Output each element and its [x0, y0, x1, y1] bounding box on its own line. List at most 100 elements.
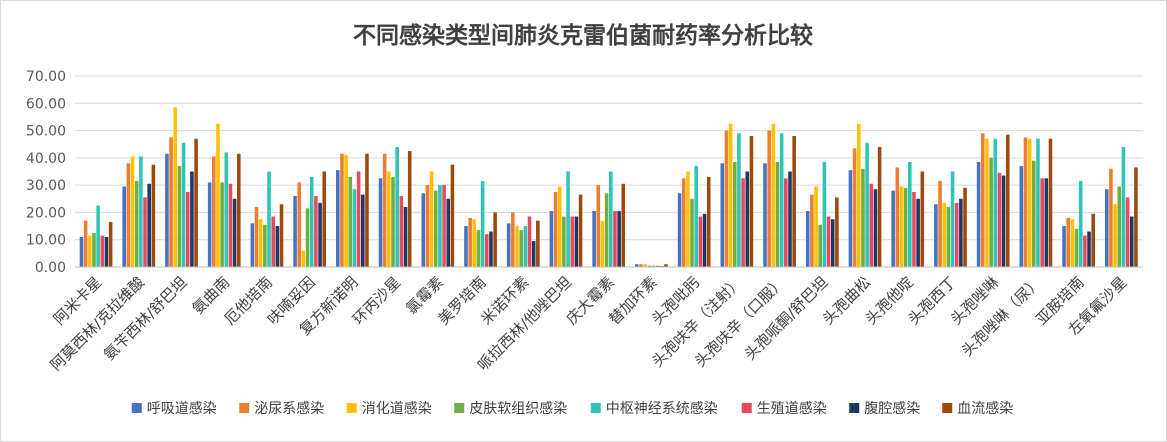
bar	[293, 196, 297, 267]
bar	[946, 206, 951, 267]
bar	[267, 171, 271, 267]
bar	[314, 196, 318, 267]
bar	[749, 136, 754, 267]
bar	[643, 264, 647, 267]
bar	[865, 142, 869, 267]
bar	[407, 151, 412, 267]
bar	[130, 156, 135, 267]
bar	[775, 161, 780, 267]
bar	[88, 235, 92, 267]
bar	[553, 191, 558, 267]
bar	[621, 183, 626, 267]
bar	[549, 211, 554, 267]
bar	[1023, 137, 1028, 267]
bar	[728, 123, 733, 267]
bar	[745, 171, 750, 267]
bar	[792, 136, 796, 267]
bar	[826, 216, 831, 267]
bar	[476, 230, 481, 267]
bar	[702, 213, 707, 267]
bar	[1074, 228, 1079, 267]
bar	[536, 220, 540, 267]
y-tick-label: 40.00	[26, 151, 66, 167]
legend-swatch	[849, 403, 860, 413]
bar	[126, 163, 131, 267]
bar	[104, 236, 109, 267]
bar	[220, 182, 224, 267]
bar	[861, 168, 865, 267]
legend-label: 呼吸道感染	[147, 400, 217, 417]
bar	[1040, 178, 1044, 267]
bar	[873, 189, 878, 267]
y-tick-label: 0.00	[35, 260, 66, 276]
bar	[639, 264, 643, 267]
bar	[604, 193, 609, 267]
bar	[442, 185, 446, 267]
bar	[387, 171, 391, 267]
bar	[108, 221, 113, 267]
bar	[954, 202, 959, 267]
bar	[1083, 235, 1087, 267]
bar	[698, 216, 703, 267]
bar	[301, 250, 306, 267]
bar	[151, 164, 156, 267]
legend-swatch	[942, 403, 953, 413]
bar	[340, 153, 344, 267]
bar	[336, 170, 340, 267]
bar	[190, 171, 194, 267]
x-axis-categories: 阿米卡星阿莫西林/克拉维酸氨苄西林/舒巴坦氨曲南厄他培南呋喃妥因复方新诺明环丙沙…	[47, 273, 1131, 374]
bar	[1066, 217, 1070, 267]
bar	[181, 142, 186, 267]
bar	[651, 265, 656, 267]
bar	[578, 194, 583, 267]
y-tick-label: 10.00	[26, 233, 66, 249]
bar	[784, 178, 788, 267]
x-category-label: 环丙沙星	[349, 273, 404, 328]
bar	[1109, 168, 1113, 267]
bar	[356, 171, 361, 267]
bar	[613, 211, 617, 267]
bar	[378, 178, 383, 267]
bar	[237, 153, 241, 267]
bar	[779, 133, 784, 267]
bar	[920, 171, 925, 267]
bar	[83, 220, 88, 267]
legend-swatch	[454, 403, 465, 413]
bar	[566, 171, 570, 267]
bar	[250, 223, 255, 267]
bar	[134, 181, 139, 267]
bar	[493, 212, 497, 267]
legend-label: 中枢神经系统感染	[606, 400, 718, 417]
bar	[100, 235, 105, 267]
bar	[169, 137, 173, 267]
bar	[279, 204, 284, 267]
bar	[511, 212, 515, 267]
bar	[79, 236, 84, 267]
bar	[92, 232, 96, 267]
bar	[1005, 134, 1010, 267]
bar	[1121, 146, 1126, 267]
legend-swatch	[131, 403, 142, 413]
legend-label: 腹腔感染	[864, 400, 920, 417]
legend-swatch	[590, 403, 601, 413]
bar	[185, 191, 190, 267]
bar	[1048, 138, 1053, 267]
bar	[997, 172, 1002, 267]
chart-title: 不同感染类型间肺炎克雷伯菌耐药率分析比较	[353, 22, 813, 49]
bar	[609, 171, 613, 267]
bar	[822, 161, 827, 267]
bar	[216, 123, 220, 267]
bar	[1104, 189, 1109, 267]
bar	[916, 198, 920, 267]
bar	[912, 191, 916, 267]
bar	[365, 153, 369, 267]
bar	[318, 202, 322, 267]
bar	[771, 123, 776, 267]
bar	[720, 163, 725, 267]
bar	[677, 193, 682, 267]
bar	[596, 185, 601, 267]
bar	[814, 186, 818, 267]
bar	[934, 204, 938, 267]
bar	[810, 194, 814, 267]
